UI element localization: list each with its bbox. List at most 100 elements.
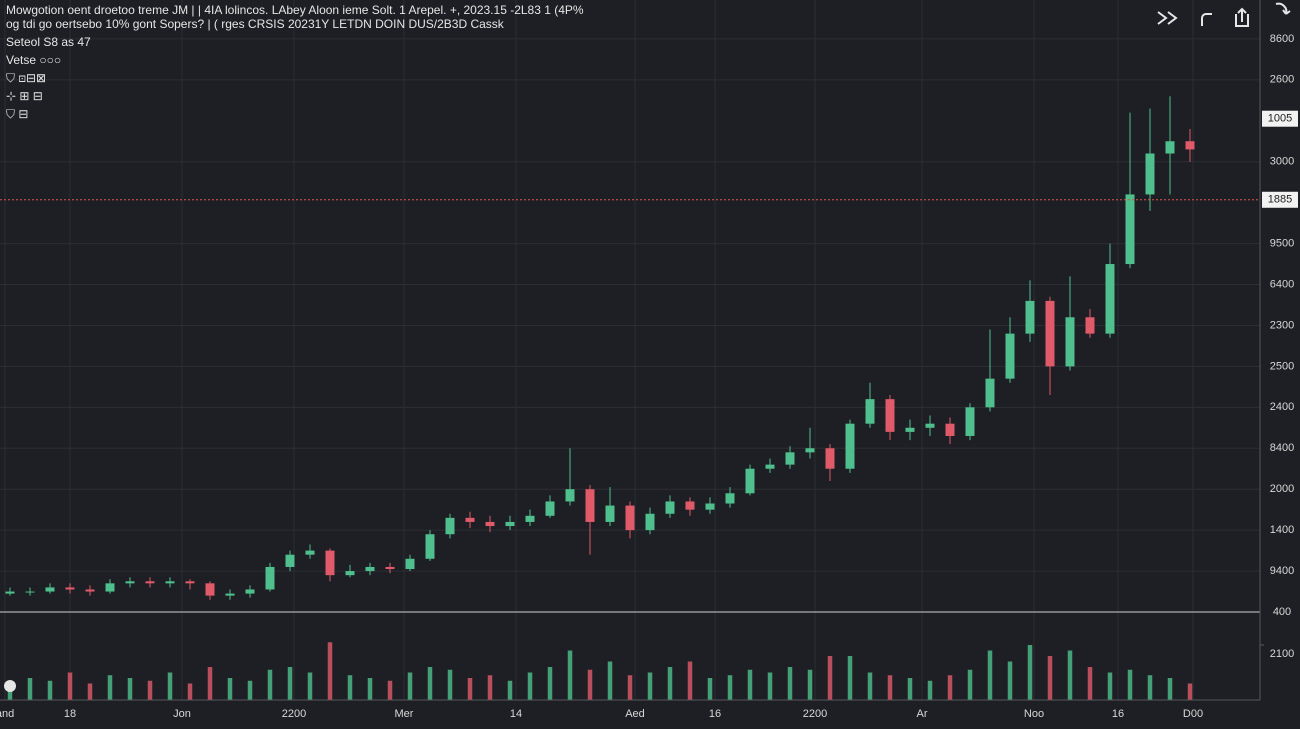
price-label: 1005 [1268, 113, 1292, 125]
candle-body [585, 489, 595, 522]
candle-body [705, 503, 715, 510]
candle-body [1185, 141, 1195, 150]
volume-bar [707, 678, 713, 700]
candle-body [965, 407, 975, 436]
candle-body [165, 581, 175, 584]
marks [5, 96, 1195, 700]
scroll-handle[interactable] [4, 680, 16, 692]
x-tick-label: D00 [1183, 708, 1203, 720]
y-tick-label: 6400 [1270, 278, 1294, 290]
candle-body [145, 581, 155, 584]
x-tick-label: Ar [917, 708, 928, 720]
volume-bar [967, 669, 973, 700]
candle-body [845, 423, 855, 469]
candle-body [405, 558, 415, 570]
volume-bar [67, 672, 73, 700]
volume-bar [1187, 683, 1193, 700]
candle-body [1005, 333, 1015, 379]
candle-body [725, 493, 735, 504]
candle-body [785, 452, 795, 465]
volume-bar [607, 661, 613, 700]
volume-bar [87, 683, 93, 700]
candle-body [565, 489, 575, 502]
volume-bar [1167, 678, 1173, 700]
candle-body [665, 501, 675, 514]
candle-body [1145, 153, 1155, 195]
volume-bar [807, 669, 813, 700]
volume-bar [1067, 650, 1073, 700]
y-tick-label: 2300 [1270, 319, 1294, 331]
candle-body [265, 566, 275, 590]
candle-body [25, 591, 35, 593]
candle-body [285, 554, 295, 567]
x-tick-label: 18 [64, 708, 76, 720]
candle-body [1105, 264, 1115, 334]
volume-bar [227, 678, 233, 700]
volume-bar [767, 672, 773, 700]
y-tick-label: 2600 [1270, 74, 1294, 86]
y-tick-label: 1400 [1270, 524, 1294, 536]
volume-bar [987, 650, 993, 700]
volume-bar [827, 656, 833, 700]
volume-bar [587, 669, 593, 700]
candle-body [305, 550, 315, 555]
icon-share[interactable] [1235, 7, 1249, 27]
candle-body [1025, 300, 1035, 334]
x-tick-label: Noo [1024, 708, 1044, 720]
legend-line: ⛉ ⊟ [6, 107, 28, 121]
volume-bar [327, 642, 333, 700]
volume-bar [947, 675, 953, 700]
volume-bar [467, 678, 473, 700]
candle-body [205, 583, 215, 596]
volume-bar [627, 675, 633, 700]
candle-body [1045, 300, 1055, 367]
candle-body [485, 521, 495, 527]
volume-bar [747, 669, 753, 700]
candle-body [805, 448, 815, 453]
x-tick-label: Jon [173, 708, 191, 720]
x-tick-label: 14 [510, 708, 522, 720]
candle-body [985, 378, 995, 408]
candle-body [185, 581, 195, 584]
volume-bar [387, 680, 393, 700]
chart-title: Mowgotion oent droetoo treme JM | | 4IA … [6, 3, 584, 17]
candle-body [605, 505, 615, 522]
y-tick-label: 2500 [1270, 360, 1294, 372]
volume-bar [247, 680, 253, 700]
volume-bar [507, 680, 513, 700]
volume-bar [647, 672, 653, 700]
candle-body [945, 423, 955, 436]
price-label-box [1262, 191, 1298, 208]
y-tick-label: 8400 [1270, 442, 1294, 454]
volume-bar [687, 661, 693, 700]
legend-line: ⛉ ⊡⊟⊠ [6, 71, 46, 85]
volume-bar [1127, 669, 1133, 700]
volume-bar [107, 675, 113, 700]
candle-body [905, 427, 915, 432]
icon-compare[interactable] [1157, 11, 1178, 25]
volume-bar [1087, 667, 1093, 700]
volume-bar [1027, 645, 1033, 700]
volume-bar [187, 683, 193, 700]
volume-bar [907, 678, 913, 700]
candle-body [245, 589, 255, 594]
volume-bar [727, 675, 733, 700]
candle-body [385, 566, 395, 570]
y-tick-label: 8600 [1270, 33, 1294, 45]
candle-body [65, 587, 75, 590]
volume-bar [1107, 672, 1113, 700]
candle-body [325, 550, 335, 576]
volume-bar [847, 656, 853, 700]
candle-body [625, 505, 635, 531]
volume-bar [287, 667, 293, 700]
icon-refresh[interactable] [1275, 2, 1291, 15]
y-tick-label: 9400 [1270, 565, 1294, 577]
candle-body [1165, 141, 1175, 154]
candle-body [865, 399, 875, 424]
volume-bar [567, 650, 573, 700]
volume-bar [447, 669, 453, 700]
legend-line: ⊹ ⊞ ⊟ [6, 89, 43, 103]
x-tick-label: 16 [709, 708, 721, 720]
icon-draw[interactable] [1201, 13, 1212, 26]
